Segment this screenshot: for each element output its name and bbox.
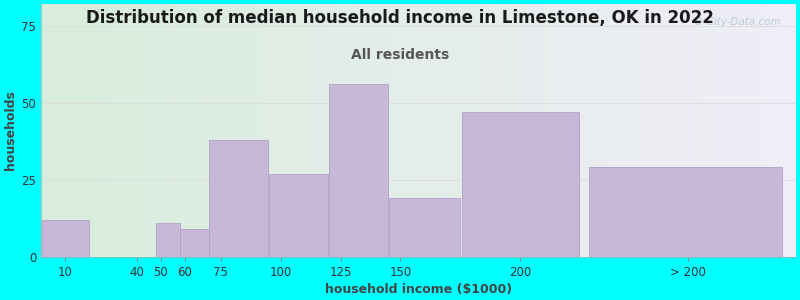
Bar [329,84,388,256]
Bar [462,112,579,256]
X-axis label: household income ($1000): household income ($1000) [325,283,512,296]
Bar [156,223,180,256]
Text: © City-Data.com: © City-Data.com [693,17,781,27]
Text: All residents: All residents [351,48,449,62]
Bar [210,140,268,256]
Y-axis label: households: households [4,91,17,170]
Bar [390,198,460,256]
Bar [590,167,782,256]
Text: Distribution of median household income in Limestone, OK in 2022: Distribution of median household income … [86,9,714,27]
Bar [270,173,328,256]
Bar [180,229,209,256]
Bar [42,220,89,256]
